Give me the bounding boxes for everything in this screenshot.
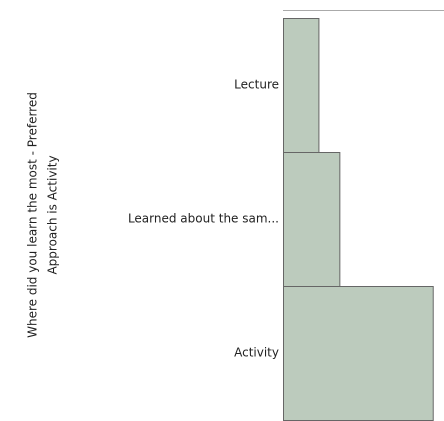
- bar: [283, 18, 320, 153]
- bar: [283, 152, 341, 287]
- y-tick-label: Learned about the sam...: [128, 212, 279, 226]
- y-tick-label: Activity: [234, 346, 279, 360]
- y-tick-label: Lecture: [234, 78, 279, 92]
- y-axis-title: Where did you learn the most - Preferred: [26, 92, 40, 338]
- y-axis-title: Approach is Activity: [46, 155, 60, 274]
- bar: [283, 286, 434, 421]
